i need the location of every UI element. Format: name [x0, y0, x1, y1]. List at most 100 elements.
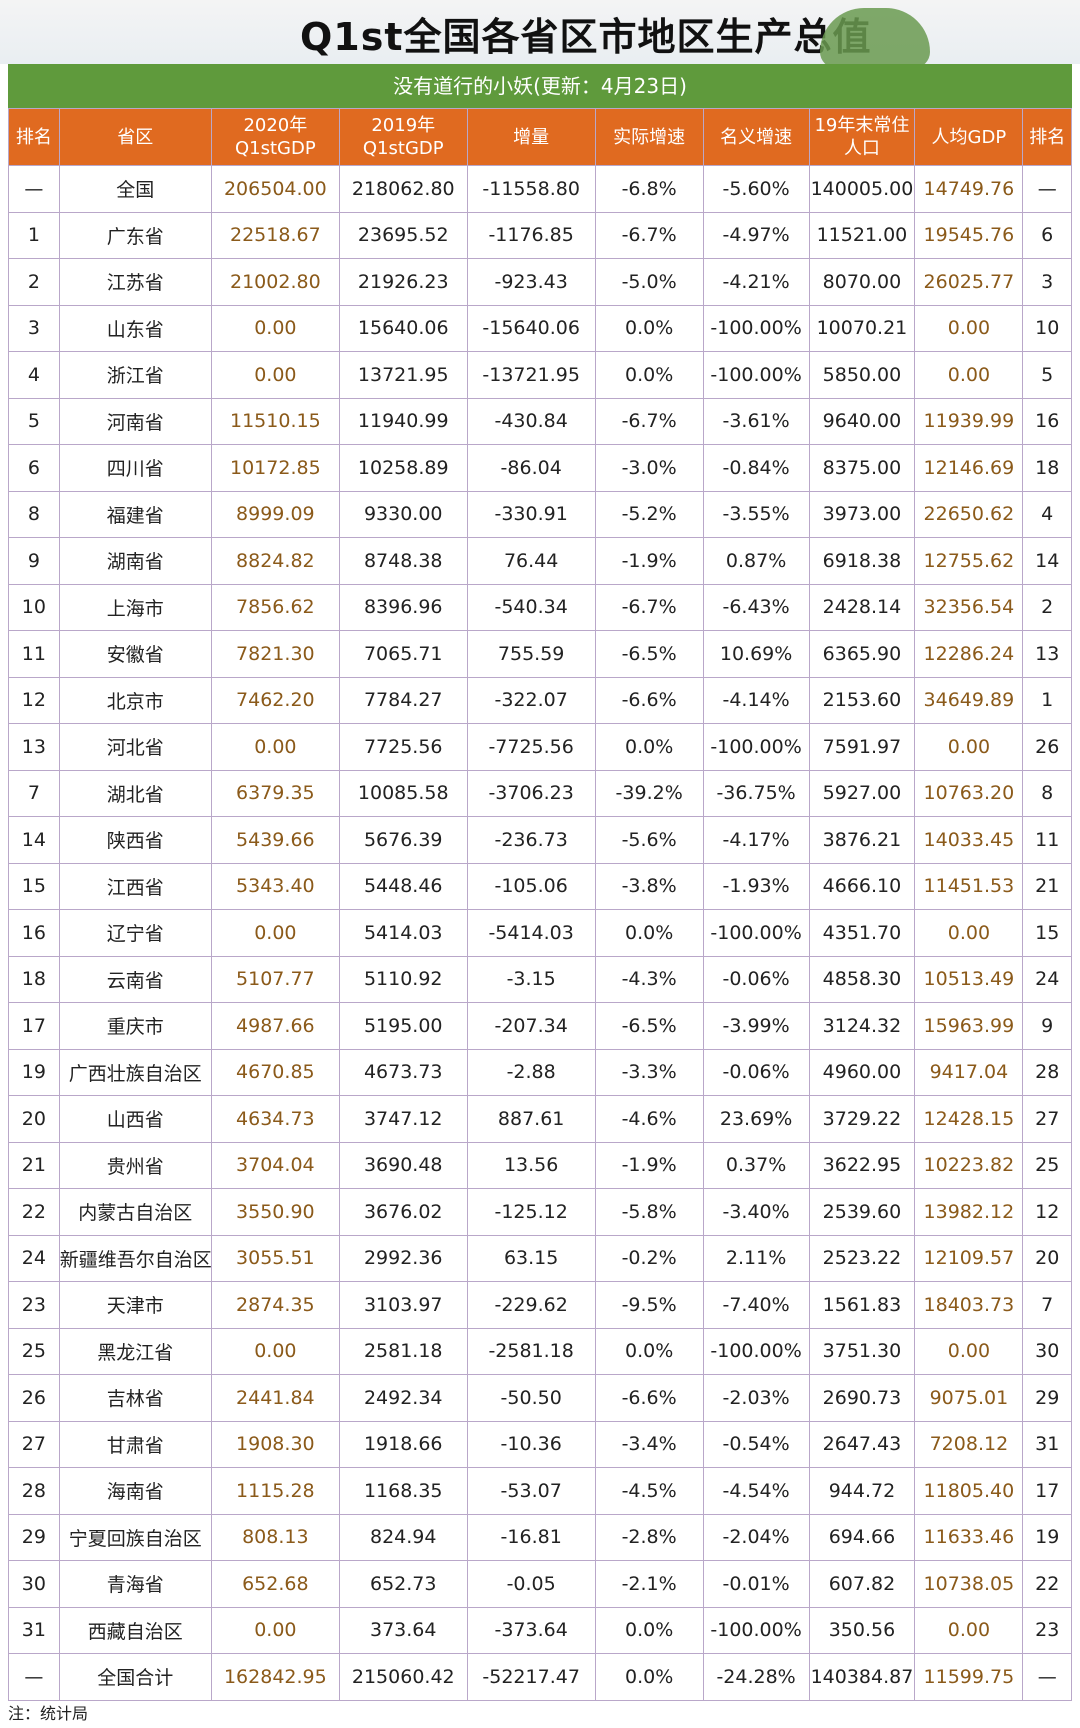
cell-rank: 31 [8, 1606, 60, 1654]
cell-rank: 20 [8, 1095, 60, 1143]
cell-per-capita-gdp: 10763.20 [914, 769, 1024, 817]
cell-per-capita-rank: 6 [1022, 211, 1072, 259]
page-title: Q1st全国各省区市地区生产总值 [300, 15, 872, 59]
cell-per-capita-rank: 31 [1022, 1420, 1072, 1468]
cell-real-growth: -3.8% [594, 862, 704, 910]
cell-gdp-2019-q1: 10258.89 [338, 444, 468, 492]
cell-per-capita-gdp: 9075.01 [914, 1374, 1024, 1422]
cell-per-capita-rank: 25 [1022, 1141, 1072, 1189]
cell-per-capita-gdp: 14033.45 [914, 816, 1024, 864]
cell-real-growth: -4.3% [594, 955, 704, 1003]
cell-population: 607.82 [808, 1560, 916, 1608]
table-row: — 全国 206504.00 218062.80 -11558.80 -6.8% -5.60… [8, 165, 1072, 213]
cell-province: 北京市 [58, 676, 212, 724]
table-row: 27 甘肃省 1908.30 1918.66 -10.36 -3.4% -0.54% 2647… [8, 1420, 1072, 1468]
cell-per-capita-gdp: 10738.05 [914, 1560, 1024, 1608]
cell-province: 云南省 [58, 955, 212, 1003]
cell-real-growth: -0.2% [594, 1234, 704, 1282]
cell-per-capita-gdp: 26025.77 [914, 258, 1024, 306]
table-row: 6 四川省 10172.85 10258.89 -86.04 -3.0% -0.84% 837… [8, 444, 1072, 492]
cell-increment: -50.50 [466, 1374, 596, 1422]
cell-real-growth: -3.4% [594, 1420, 704, 1468]
cell-nominal-growth: -100.00% [702, 1606, 810, 1654]
cell-gdp-2019-q1: 215060.42 [338, 1653, 468, 1701]
cell-population: 11521.00 [808, 211, 916, 259]
cell-population: 6365.90 [808, 630, 916, 678]
cell-gdp-2019-q1: 4673.73 [338, 1048, 468, 1096]
cell-real-growth: -1.9% [594, 537, 704, 585]
cell-increment: -13721.95 [466, 351, 596, 399]
column-header-gdp-2020-q1: 2020年 Q1stGDP [210, 108, 340, 166]
cell-gdp-2019-q1: 5110.92 [338, 955, 468, 1003]
column-header-line: 2019年 [371, 115, 436, 136]
cell-per-capita-rank: 23 [1022, 1606, 1072, 1654]
cell-population: 944.72 [808, 1467, 916, 1515]
cell-per-capita-gdp: 0.00 [914, 351, 1024, 399]
cell-population: 5850.00 [808, 351, 916, 399]
cell-gdp-2020-q1: 0.00 [210, 909, 340, 957]
cell-province: 贵州省 [58, 1141, 212, 1189]
cell-gdp-2020-q1: 4634.73 [210, 1095, 340, 1143]
cell-per-capita-gdp: 9417.04 [914, 1048, 1024, 1096]
cell-province: 黑龙江省 [58, 1327, 212, 1375]
column-header-line: 2020年 [243, 115, 308, 136]
cell-gdp-2019-q1: 2581.18 [338, 1327, 468, 1375]
cell-population: 3622.95 [808, 1141, 916, 1189]
cell-gdp-2019-q1: 652.73 [338, 1560, 468, 1608]
cell-per-capita-rank: 24 [1022, 955, 1072, 1003]
title-bar: Q1st全国各省区市地区生产总值 [0, 0, 1080, 68]
cell-rank: 17 [8, 1002, 60, 1050]
cell-gdp-2019-q1: 8748.38 [338, 537, 468, 585]
cell-increment: 63.15 [466, 1234, 596, 1282]
cell-increment: -236.73 [466, 816, 596, 864]
cell-nominal-growth: -5.60% [702, 165, 810, 213]
cell-population: 694.66 [808, 1513, 916, 1561]
cell-rank: 15 [8, 862, 60, 910]
cell-gdp-2019-q1: 7065.71 [338, 630, 468, 678]
cell-increment: -52217.47 [466, 1653, 596, 1701]
cell-increment: -86.04 [466, 444, 596, 492]
cell-real-growth: -5.0% [594, 258, 704, 306]
cell-population: 9640.00 [808, 397, 916, 445]
cell-per-capita-rank: 1 [1022, 676, 1072, 724]
cell-gdp-2019-q1: 373.64 [338, 1606, 468, 1654]
cell-nominal-growth: 0.37% [702, 1141, 810, 1189]
table-row: 14 陕西省 5439.66 5676.39 -236.73 -5.6% -4.17% 387… [8, 816, 1072, 864]
cell-per-capita-rank: 16 [1022, 397, 1072, 445]
table-row: 28 海南省 1115.28 1168.35 -53.07 -4.5% -4.54% 944.… [8, 1467, 1072, 1515]
cell-gdp-2020-q1: 5439.66 [210, 816, 340, 864]
cell-province: 安徽省 [58, 630, 212, 678]
cell-gdp-2020-q1: 0.00 [210, 723, 340, 771]
cell-province: 江苏省 [58, 258, 212, 306]
cell-increment: -207.34 [466, 1002, 596, 1050]
cell-gdp-2020-q1: 6379.35 [210, 769, 340, 817]
cell-population: 2428.14 [808, 583, 916, 631]
cell-per-capita-gdp: 0.00 [914, 1606, 1024, 1654]
cell-gdp-2019-q1: 7784.27 [338, 676, 468, 724]
column-header-population: 19年末常住 人口 [808, 108, 916, 166]
cell-nominal-growth: -4.17% [702, 816, 810, 864]
cell-nominal-growth: -100.00% [702, 1327, 810, 1375]
column-header-per-capita-rank: 排名 [1022, 108, 1072, 166]
cell-per-capita-gdp: 32356.54 [914, 583, 1024, 631]
cell-population: 3973.00 [808, 490, 916, 538]
table-row: 15 江西省 5343.40 5448.46 -105.06 -3.8% -1.93% 466… [8, 862, 1072, 910]
cell-province: 河北省 [58, 723, 212, 771]
cell-nominal-growth: -3.40% [702, 1188, 810, 1236]
cell-per-capita-rank: 8 [1022, 769, 1072, 817]
cell-gdp-2020-q1: 8824.82 [210, 537, 340, 585]
cell-province: 海南省 [58, 1467, 212, 1515]
cell-rank: 2 [8, 258, 60, 306]
cell-per-capita-gdp: 0.00 [914, 1327, 1024, 1375]
cell-province: 宁夏回族自治区 [58, 1513, 212, 1561]
cell-province: 重庆市 [58, 1002, 212, 1050]
cell-nominal-growth: 10.69% [702, 630, 810, 678]
cell-province: 山西省 [58, 1095, 212, 1143]
gdp-table: 排名 省区 2020年 Q1stGDP 2019年 Q1stGDP 增量 实际增速 名义增速 19… [8, 108, 1072, 1701]
cell-population: 6918.38 [808, 537, 916, 585]
cell-nominal-growth: -36.75% [702, 769, 810, 817]
cell-population: 140005.00 [808, 165, 916, 213]
cell-province: 吉林省 [58, 1374, 212, 1422]
cell-gdp-2019-q1: 2992.36 [338, 1234, 468, 1282]
cell-rank: 13 [8, 723, 60, 771]
